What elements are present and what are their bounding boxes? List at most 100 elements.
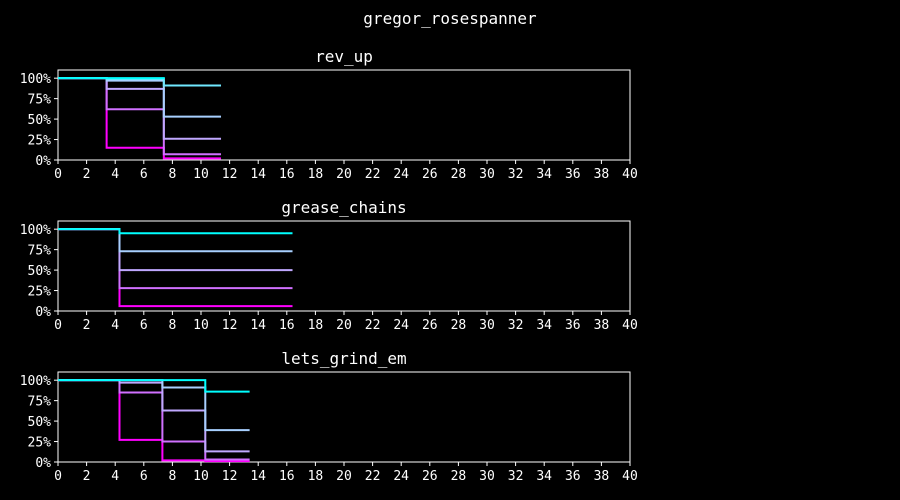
x-tick-label: 26 [422, 318, 438, 333]
x-tick-label: 18 [308, 469, 324, 484]
x-tick-label: 6 [140, 318, 148, 333]
x-tick-label: 12 [222, 469, 238, 484]
x-tick-label: 36 [565, 167, 581, 182]
step-series-4 [58, 379, 250, 432]
y-tick-label: 100% [20, 374, 51, 389]
x-tick-label: 24 [393, 167, 409, 182]
x-tick-label: 40 [622, 167, 638, 182]
x-tick-label: 26 [422, 469, 438, 484]
y-tick-label: 25% [28, 134, 52, 149]
x-tick-label: 14 [250, 167, 266, 182]
x-tick-label: 36 [565, 318, 581, 333]
x-tick-label: 8 [168, 469, 176, 484]
figure-title: gregor_rosespanner [363, 9, 537, 28]
step-series-3 [58, 228, 293, 272]
x-tick-label: 0 [54, 469, 62, 484]
x-tick-label: 6 [140, 469, 148, 484]
panel-title: lets_grind_em [281, 349, 406, 368]
x-tick-label: 30 [479, 167, 495, 182]
chart-panels: rev_up0 2 4 6 8 10 12 14 16 18 20 22 24 26 28 30 32 34 36 3… [20, 47, 638, 484]
plot-frame [57, 69, 631, 161]
plot-frame [57, 220, 631, 312]
x-tick-label: 4 [111, 167, 119, 182]
x-tick-label: 24 [393, 469, 409, 484]
x-tick-label: 22 [365, 469, 381, 484]
x-tick-label: 12 [222, 167, 238, 182]
y-tick-label: 25% [28, 285, 52, 300]
x-tick-label: 16 [279, 318, 295, 333]
x-tick-label: 16 [279, 469, 295, 484]
y-tick-label: 75% [28, 395, 52, 410]
x-tick-label: 38 [594, 167, 610, 182]
x-tick-label: 16 [279, 167, 295, 182]
x-tick-label: 20 [336, 167, 352, 182]
x-tick-label: 26 [422, 167, 438, 182]
x-tick-label: 14 [250, 469, 266, 484]
x-tick-label: 28 [451, 318, 467, 333]
x-tick-label: 6 [140, 167, 148, 182]
x-tick-label: 20 [336, 318, 352, 333]
x-tick-label: 0 [54, 167, 62, 182]
y-tick-label: 50% [28, 264, 52, 279]
x-tick-label: 8 [168, 318, 176, 333]
panel-title: rev_up [315, 47, 373, 66]
x-tick-label: 34 [536, 318, 552, 333]
y-tick-label: 75% [28, 93, 52, 108]
x-tick-label: 10 [193, 167, 209, 182]
plot-frame [57, 371, 631, 463]
y-tick-label: 100% [20, 72, 51, 87]
x-tick-label: 10 [193, 469, 209, 484]
chart-panel-lets_grind_em: lets_grind_em0 2 4 6 8 10 12 14 16 18 20 22 24 26 28 30… [20, 349, 638, 484]
x-tick-label: 38 [594, 318, 610, 333]
x-tick-label: 30 [479, 469, 495, 484]
x-tick-label: 0 [54, 318, 62, 333]
x-tick-label: 38 [594, 469, 610, 484]
step-series-4 [58, 77, 222, 118]
step-series-5 [58, 228, 293, 235]
x-tick-label: 4 [111, 469, 119, 484]
step-series-6 [58, 77, 165, 80]
x-tick-label: 36 [565, 469, 581, 484]
x-tick-label: 22 [365, 167, 381, 182]
x-tick-label: 14 [250, 318, 266, 333]
y-tick-label: 0% [35, 305, 51, 320]
step-series-5 [58, 379, 250, 393]
step-series-1 [58, 228, 293, 308]
y-tick-label: 0% [35, 154, 51, 169]
x-tick-label: 2 [83, 469, 91, 484]
x-tick-label: 32 [508, 167, 524, 182]
x-tick-label: 2 [83, 167, 91, 182]
panel-title: grease_chains [281, 198, 406, 217]
x-tick-label: 32 [508, 469, 524, 484]
x-tick-label: 30 [479, 318, 495, 333]
step-series-1 [58, 77, 222, 160]
x-tick-label: 4 [111, 318, 119, 333]
step-series-5 [58, 77, 222, 87]
x-tick-label: 34 [536, 469, 552, 484]
x-tick-label: 10 [193, 318, 209, 333]
x-tick-label: 18 [308, 167, 324, 182]
x-tick-label: 22 [365, 318, 381, 333]
y-tick-label: 50% [28, 113, 52, 128]
y-tick-label: 50% [28, 415, 52, 430]
x-tick-label: 24 [393, 318, 409, 333]
x-tick-label: 32 [508, 318, 524, 333]
x-tick-label: 40 [622, 318, 638, 333]
x-tick-label: 18 [308, 318, 324, 333]
step-series-2 [58, 228, 293, 290]
x-tick-label: 2 [83, 318, 91, 333]
y-tick-label: 0% [35, 456, 51, 471]
chart-panel-rev_up: rev_up0 2 4 6 8 10 12 14 16 18 20 22 24 26 28 30 32 34 36 3… [20, 47, 638, 182]
x-tick-label: 34 [536, 167, 552, 182]
y-tick-label: 100% [20, 223, 51, 238]
y-tick-label: 75% [28, 244, 52, 259]
x-tick-label: 8 [168, 167, 176, 182]
x-tick-label: 28 [451, 167, 467, 182]
y-tick-label: 25% [28, 436, 52, 451]
x-tick-label: 40 [622, 469, 638, 484]
x-tick-label: 28 [451, 469, 467, 484]
x-tick-label: 12 [222, 318, 238, 333]
x-tick-label: 20 [336, 469, 352, 484]
